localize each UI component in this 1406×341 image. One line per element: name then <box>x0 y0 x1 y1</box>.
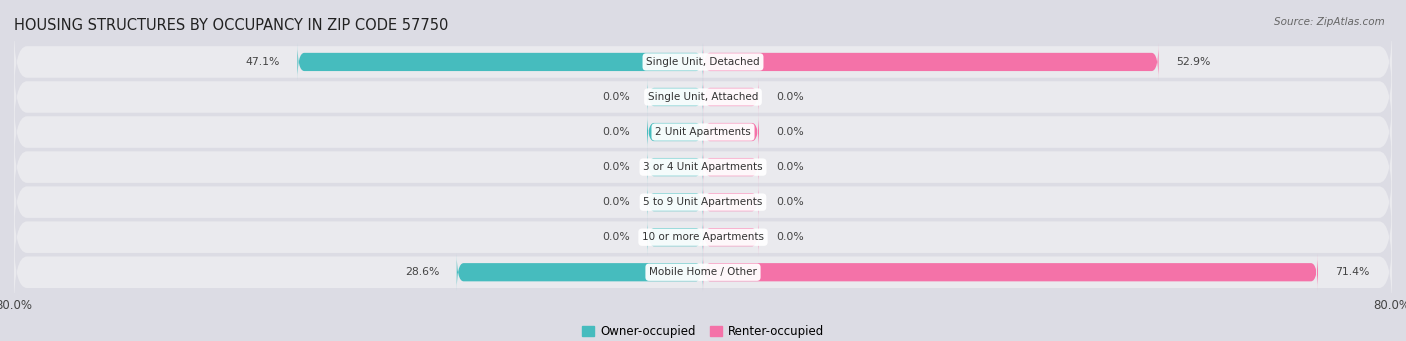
FancyBboxPatch shape <box>703 183 759 221</box>
FancyBboxPatch shape <box>703 43 1159 81</box>
Text: 0.0%: 0.0% <box>776 232 804 242</box>
Text: 0.0%: 0.0% <box>602 197 630 207</box>
FancyBboxPatch shape <box>703 113 759 151</box>
FancyBboxPatch shape <box>703 218 759 256</box>
Text: HOUSING STRUCTURES BY OCCUPANCY IN ZIP CODE 57750: HOUSING STRUCTURES BY OCCUPANCY IN ZIP C… <box>14 18 449 33</box>
Text: 71.4%: 71.4% <box>1336 267 1369 277</box>
Text: 28.6%: 28.6% <box>405 267 440 277</box>
Legend: Owner-occupied, Renter-occupied: Owner-occupied, Renter-occupied <box>578 321 828 341</box>
Text: 52.9%: 52.9% <box>1175 57 1211 67</box>
Text: 0.0%: 0.0% <box>776 197 804 207</box>
Text: 0.0%: 0.0% <box>602 232 630 242</box>
FancyBboxPatch shape <box>647 113 703 151</box>
Text: 2 Unit Apartments: 2 Unit Apartments <box>655 127 751 137</box>
Text: 3 or 4 Unit Apartments: 3 or 4 Unit Apartments <box>643 162 763 172</box>
Text: 0.0%: 0.0% <box>602 92 630 102</box>
Text: Single Unit, Detached: Single Unit, Detached <box>647 57 759 67</box>
FancyBboxPatch shape <box>647 183 703 221</box>
FancyBboxPatch shape <box>14 130 1392 204</box>
Text: 0.0%: 0.0% <box>776 162 804 172</box>
FancyBboxPatch shape <box>703 78 759 116</box>
FancyBboxPatch shape <box>14 235 1392 309</box>
FancyBboxPatch shape <box>647 218 703 256</box>
FancyBboxPatch shape <box>703 253 1317 291</box>
FancyBboxPatch shape <box>703 148 759 186</box>
FancyBboxPatch shape <box>14 25 1392 99</box>
Text: 0.0%: 0.0% <box>776 92 804 102</box>
FancyBboxPatch shape <box>457 253 703 291</box>
FancyBboxPatch shape <box>298 43 703 81</box>
Text: Mobile Home / Other: Mobile Home / Other <box>650 267 756 277</box>
Text: 0.0%: 0.0% <box>602 162 630 172</box>
Text: 0.0%: 0.0% <box>776 127 804 137</box>
FancyBboxPatch shape <box>14 60 1392 134</box>
FancyBboxPatch shape <box>14 165 1392 239</box>
Text: 0.0%: 0.0% <box>602 127 630 137</box>
Text: 47.1%: 47.1% <box>246 57 280 67</box>
Text: Source: ZipAtlas.com: Source: ZipAtlas.com <box>1274 17 1385 27</box>
Text: Single Unit, Attached: Single Unit, Attached <box>648 92 758 102</box>
FancyBboxPatch shape <box>14 95 1392 169</box>
FancyBboxPatch shape <box>647 148 703 186</box>
FancyBboxPatch shape <box>14 201 1392 274</box>
Text: 5 to 9 Unit Apartments: 5 to 9 Unit Apartments <box>644 197 762 207</box>
FancyBboxPatch shape <box>647 78 703 116</box>
Text: 10 or more Apartments: 10 or more Apartments <box>643 232 763 242</box>
